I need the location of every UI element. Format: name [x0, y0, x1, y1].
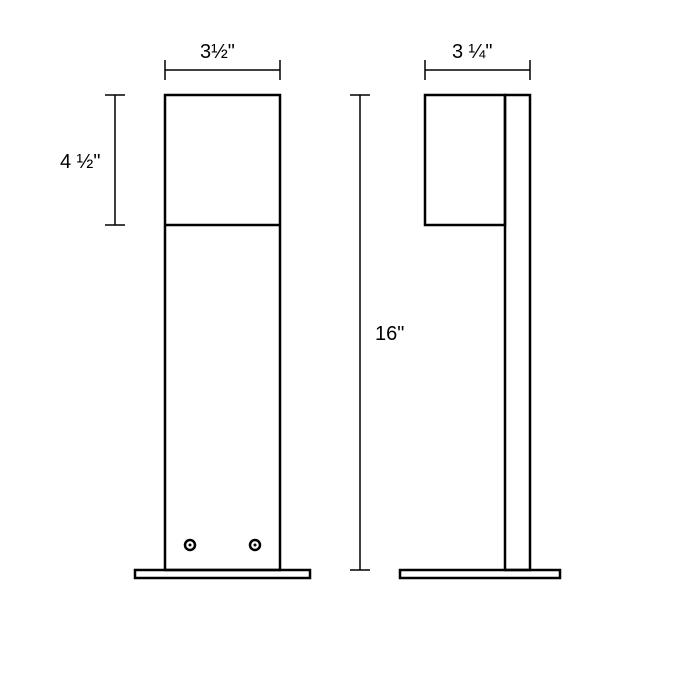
dim-front-width: 3½" — [165, 41, 280, 80]
front-view — [135, 95, 310, 578]
dim-total-height: 16" — [350, 95, 404, 570]
dim-label-total-height: 16" — [375, 323, 404, 345]
side-view — [400, 95, 560, 578]
dim-head-height: 4 ½" — [60, 95, 125, 225]
dim-label-head-height: 4 ½" — [60, 151, 100, 173]
dimension-drawing: 3½" 3 ¼" 4 ½" 16" — [0, 0, 700, 700]
dim-label-side-width: 3 ¼" — [452, 41, 492, 63]
dim-label-front-width: 3½" — [200, 41, 235, 63]
dim-side-width: 3 ¼" — [425, 41, 530, 80]
